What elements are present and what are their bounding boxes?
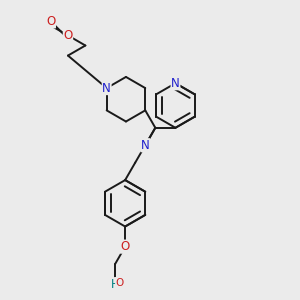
Text: N: N [102, 82, 111, 94]
Text: N: N [141, 139, 150, 152]
Text: N: N [171, 77, 180, 90]
Text: H: H [111, 278, 119, 291]
Text: O: O [46, 15, 56, 28]
Text: O: O [116, 278, 124, 288]
Text: O: O [63, 29, 73, 42]
Text: O: O [121, 240, 130, 253]
